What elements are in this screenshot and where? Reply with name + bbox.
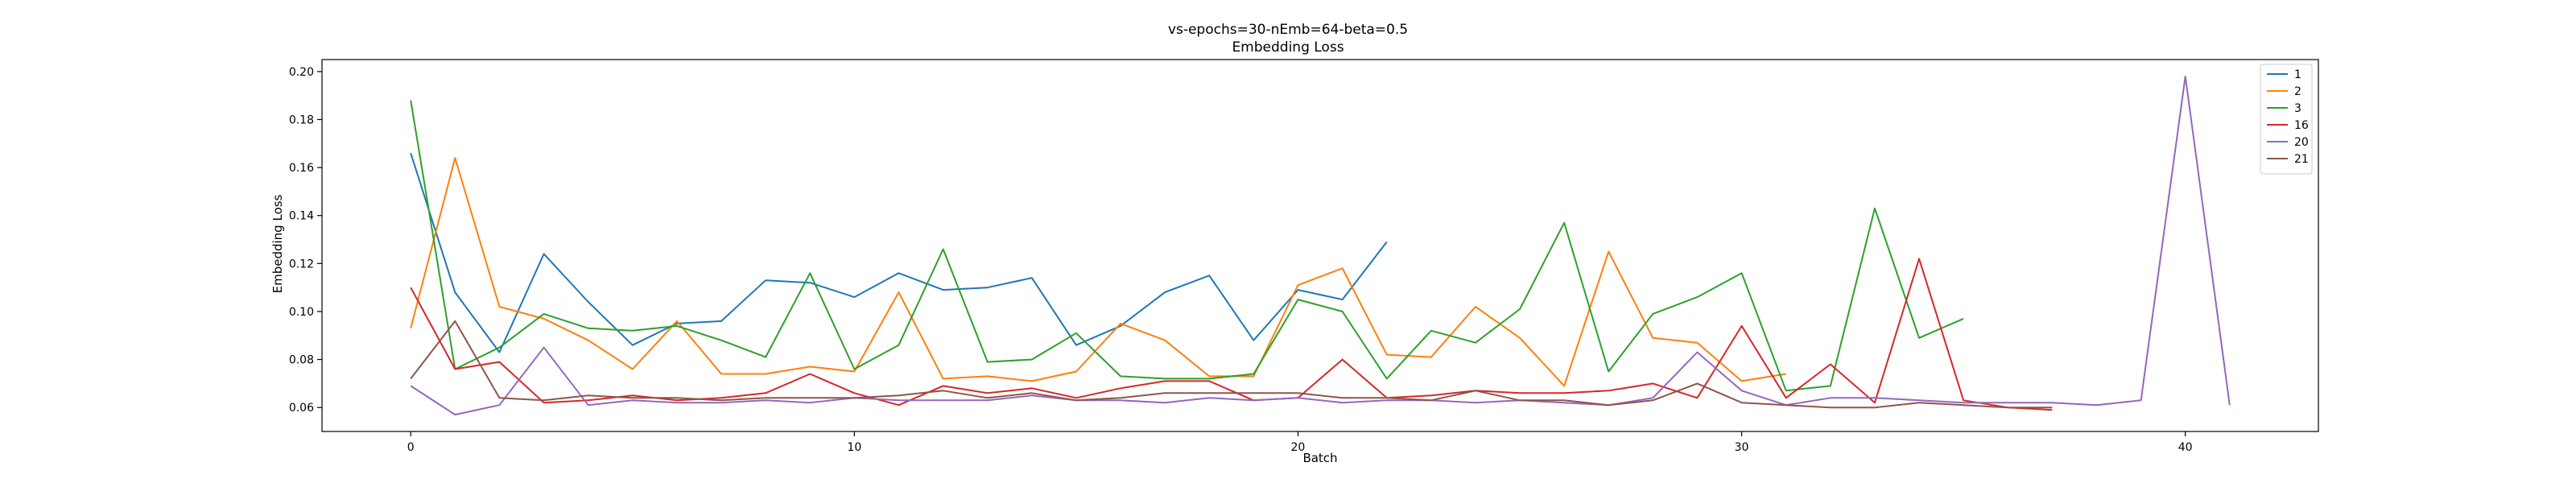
chart-title: vs-epochs=30-nEmb=64-beta=0.5 bbox=[1168, 22, 1408, 38]
series-line-16 bbox=[410, 258, 2053, 411]
y-axis-label: Embedding Loss bbox=[270, 194, 285, 293]
series-line-1 bbox=[410, 152, 1388, 353]
y-tick-label: 0.10 bbox=[289, 306, 314, 319]
legend: 1 2 3 16 20 21 bbox=[2260, 64, 2313, 175]
legend-label-3: 3 bbox=[2294, 102, 2301, 115]
legend-label-21: 21 bbox=[2294, 153, 2309, 166]
series-line-3 bbox=[410, 100, 1964, 392]
legend-label-2: 2 bbox=[2294, 85, 2301, 98]
legend-label-20: 20 bbox=[2294, 136, 2309, 149]
y-tick-label: 0.08 bbox=[289, 354, 314, 367]
y-tick-label: 0.20 bbox=[289, 66, 314, 79]
x-tick-label: 40 bbox=[2178, 441, 2193, 454]
series-line-2 bbox=[410, 157, 1786, 387]
series-line-21 bbox=[410, 320, 2053, 409]
x-tick-label: 20 bbox=[1291, 441, 1306, 454]
series-line-20 bbox=[410, 75, 2231, 416]
y-tick-label: 0.12 bbox=[289, 258, 314, 270]
y-tick-label: 0.16 bbox=[289, 162, 314, 175]
chart-subtitle: Embedding Loss bbox=[1232, 39, 1344, 56]
y-tick-label: 0.18 bbox=[289, 114, 314, 127]
legend-label-16: 16 bbox=[2294, 119, 2309, 132]
plot-frame bbox=[321, 59, 2319, 432]
y-tick-label: 0.06 bbox=[289, 402, 314, 415]
axes: 0 10 20 30 40 0.06 0.08 0.10 0.12 0.14 0.16 0.18 0.2… bbox=[289, 59, 2319, 454]
x-tick-label: 0 bbox=[407, 441, 415, 454]
plot-lines bbox=[410, 75, 2231, 416]
x-tick-label: 10 bbox=[847, 441, 861, 454]
legend-label-1: 1 bbox=[2294, 68, 2301, 81]
x-axis-label: Batch bbox=[1302, 451, 1337, 465]
y-tick-label: 0.14 bbox=[289, 210, 314, 223]
x-tick-label: 30 bbox=[1735, 441, 1749, 454]
